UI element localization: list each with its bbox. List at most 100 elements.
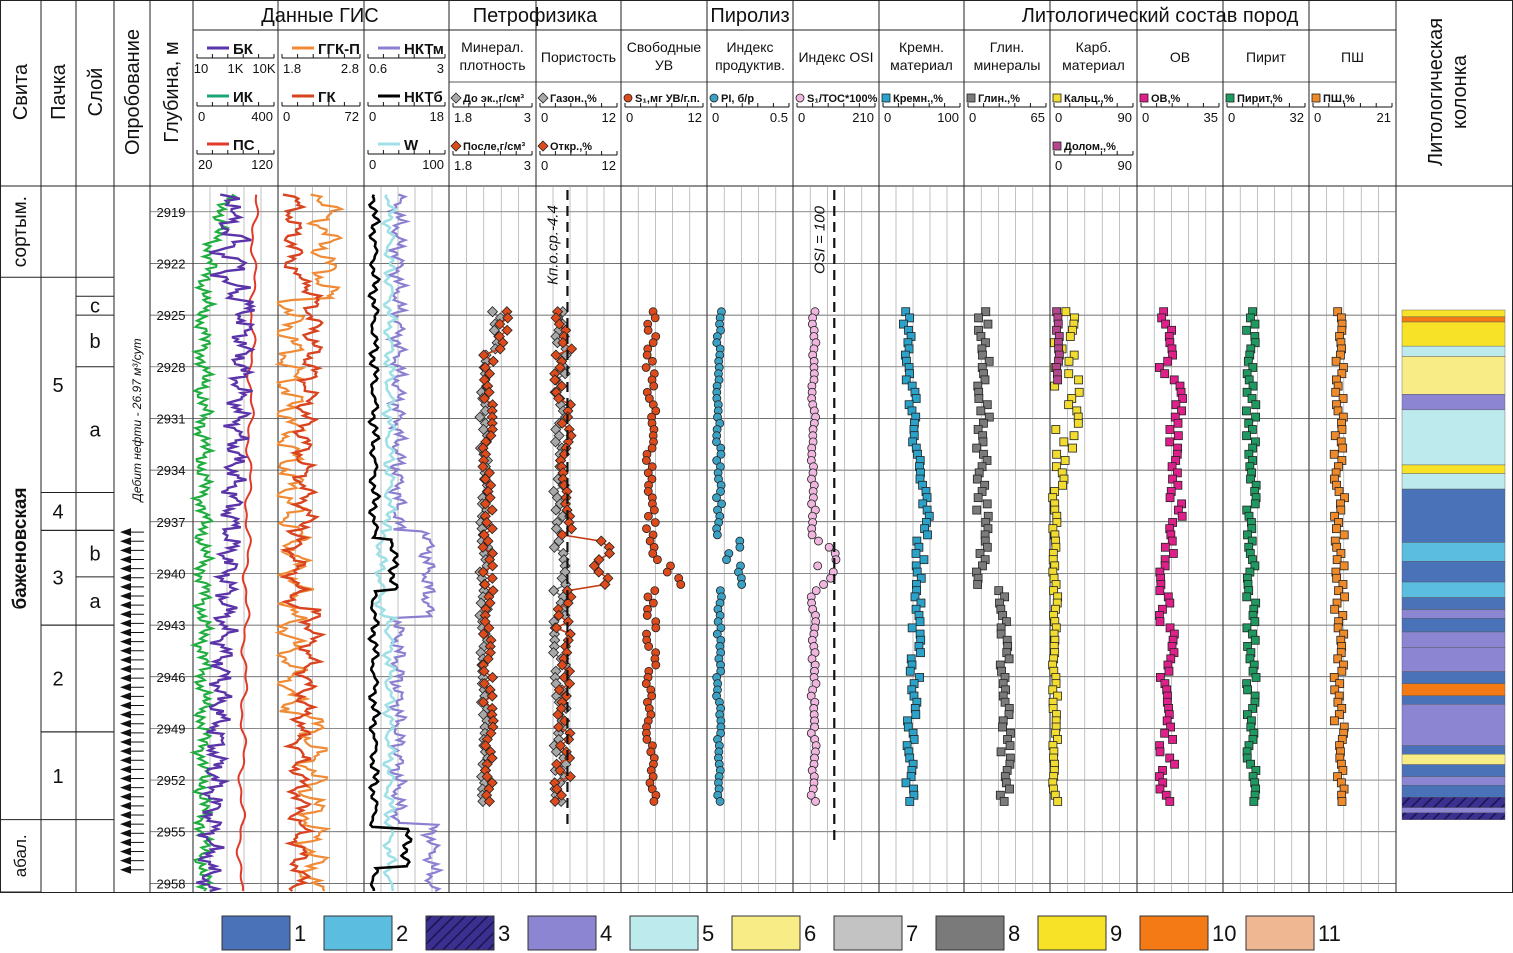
data-point (972, 443, 982, 453)
data-point (482, 653, 494, 665)
data-point (651, 406, 661, 416)
data-point (1058, 480, 1067, 490)
data-point (1334, 487, 1344, 496)
data-point (1074, 375, 1083, 385)
data-point (1330, 604, 1340, 614)
data-point (905, 313, 915, 323)
data-point (564, 752, 576, 764)
data-point (712, 437, 721, 447)
data-point (1177, 406, 1186, 416)
track-title: Глин. (990, 39, 1024, 55)
data-point (813, 561, 823, 571)
data-point (1332, 555, 1342, 565)
data-point (1337, 369, 1347, 379)
sampling-arrow (120, 610, 131, 619)
data-point (811, 586, 821, 596)
left-header: Свита (10, 63, 32, 120)
data-point (650, 518, 660, 527)
sampling-arrow (120, 801, 131, 810)
sampling-arrow (120, 738, 131, 747)
data-point (1330, 431, 1340, 441)
data-point (1250, 617, 1260, 627)
series-range: 0 (1228, 110, 1235, 125)
data-point (1178, 394, 1187, 403)
series-range: 1.8 (454, 158, 472, 173)
curve-range: 100 (422, 157, 444, 172)
ggk-curve (274, 193, 346, 892)
data-point (645, 536, 655, 546)
data-point (899, 319, 908, 329)
data-point (972, 505, 982, 515)
data-point (1338, 766, 1348, 775)
data-point (650, 586, 660, 596)
data-point (1243, 530, 1252, 540)
legend-label: 7 (906, 921, 918, 946)
data-point (974, 394, 984, 403)
data-point (717, 499, 726, 509)
data-point (1165, 493, 1175, 503)
data-point (915, 673, 924, 682)
data-point (709, 93, 719, 103)
legend-label: 1 (294, 921, 306, 946)
curve-range: 72 (345, 109, 359, 124)
lithology-interval (1401, 671, 1506, 684)
data-point (484, 492, 496, 504)
curve-name: ГК (318, 89, 337, 106)
pack-name: 3 (52, 568, 63, 590)
data-point (648, 356, 657, 366)
nktb-curve (367, 194, 413, 892)
data-point (641, 679, 651, 689)
data-point (1053, 691, 1062, 701)
data-point (1168, 549, 1178, 558)
legend-swatch (425, 915, 495, 951)
data-point (649, 381, 659, 391)
curve-name: W (404, 137, 419, 154)
data-point (537, 92, 549, 104)
data-point (984, 412, 994, 422)
sampling-arrow (120, 719, 131, 728)
series-range: 0 (798, 110, 805, 125)
legend-swatch (731, 915, 801, 951)
legend-swatch (629, 915, 699, 951)
data-point (548, 585, 560, 597)
sampling-arrow (120, 573, 131, 582)
depth-label: 2940 (157, 566, 186, 581)
data-point (479, 473, 491, 485)
data-point (548, 541, 560, 553)
data-point (1160, 542, 1170, 552)
legend-label: 5 (702, 921, 714, 946)
data-point (450, 140, 462, 152)
data-point (716, 666, 726, 676)
data-point (1155, 617, 1165, 627)
data-point (555, 789, 568, 801)
data-point (831, 555, 841, 565)
data-point (1248, 363, 1258, 372)
data-point (477, 566, 489, 578)
data-point (915, 617, 925, 627)
data-point (1160, 728, 1170, 738)
legend-swatch (221, 915, 291, 951)
sampling-arrow (120, 555, 131, 564)
data-point (1251, 400, 1261, 410)
data-point (1155, 586, 1165, 596)
group-title-piroliz: Пиролиз (710, 5, 789, 27)
data-point (1331, 356, 1341, 366)
data-point (1166, 722, 1176, 732)
data-point (1164, 666, 1174, 676)
data-point (482, 535, 494, 547)
data-point (996, 747, 1006, 757)
series-name: Откр.,% (550, 141, 592, 153)
group-title-lito: Литологический состав пород (1022, 5, 1299, 27)
left-header: Пачка (48, 63, 70, 120)
formation-name: баженовская (10, 487, 31, 609)
legend-swatch (1139, 915, 1209, 951)
lithology-interval (1401, 764, 1506, 777)
pack-name: 1 (52, 766, 63, 788)
sampling-arrow (120, 747, 131, 756)
series-range: 0 (541, 110, 548, 125)
data-point (1243, 356, 1253, 366)
series-name: S₁/TOC*100% (807, 93, 878, 105)
data-point (811, 797, 820, 806)
data-point (1155, 784, 1165, 794)
sampling-arrow (120, 601, 131, 610)
